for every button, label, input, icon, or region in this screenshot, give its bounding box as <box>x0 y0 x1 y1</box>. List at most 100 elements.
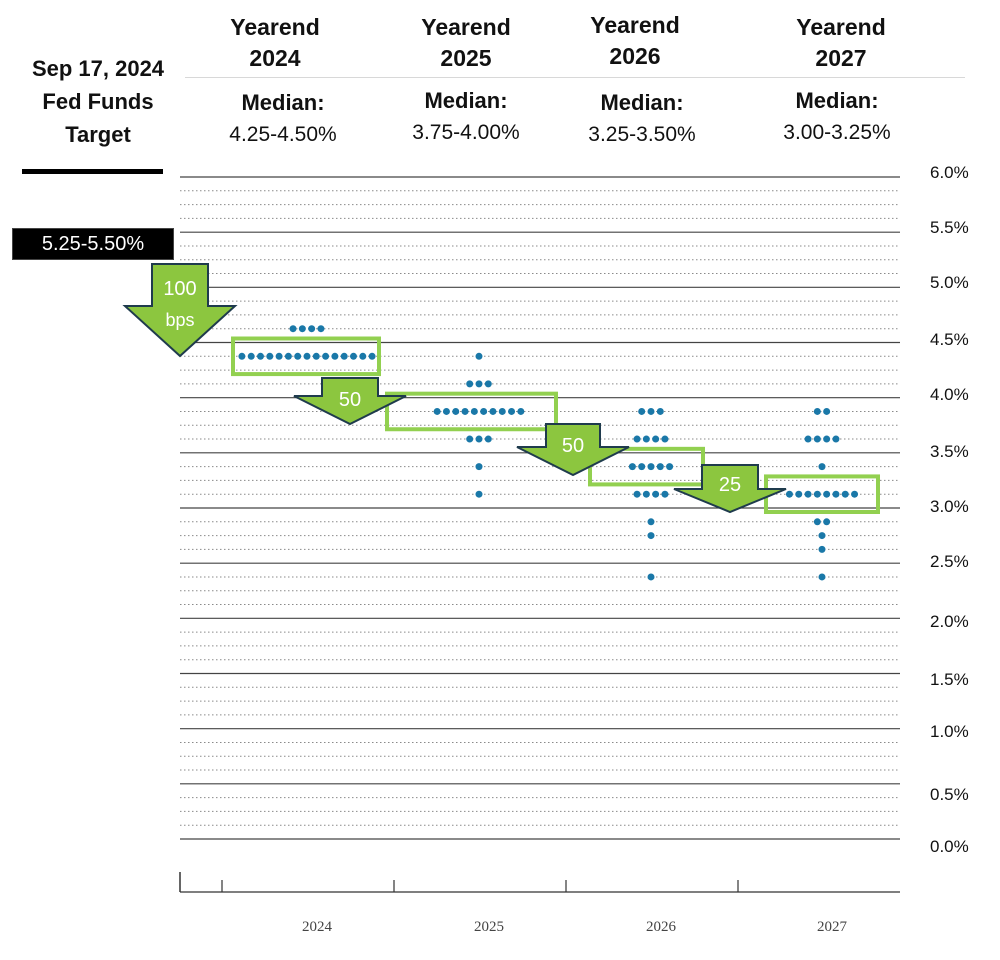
column-header-2026: Yearend 2026 <box>560 10 710 72</box>
dot-2025 <box>475 490 483 498</box>
arrow-100bps-label: 100 <box>163 278 196 300</box>
column-title-line1: Yearend <box>590 12 680 38</box>
left-header-date: Sep 17, 2024 <box>31 56 165 81</box>
column-title-line2: 2024 <box>249 45 301 71</box>
dot-2027 <box>813 518 821 526</box>
dot-2024 <box>275 352 283 360</box>
dot-2027 <box>851 490 859 498</box>
dot-2025 <box>508 407 516 415</box>
dot-2024 <box>247 352 255 360</box>
dot-2027 <box>818 573 826 581</box>
median-box-2025 <box>385 391 558 432</box>
dot-2025 <box>475 352 483 360</box>
dot-2026 <box>661 435 669 443</box>
dot-2025 <box>475 380 483 388</box>
dot-2025 <box>484 435 492 443</box>
y-tick-label: 5.0% <box>930 273 969 292</box>
arrow-100bps <box>122 263 238 358</box>
current-target-box: 5.25-5.50% <box>12 228 174 260</box>
dot-2026 <box>656 463 664 471</box>
dot-2026 <box>647 532 655 540</box>
arrow-25-2027 <box>673 464 787 514</box>
y-tick-label: 6.0% <box>930 163 969 182</box>
left-header-line3: Target <box>65 122 131 147</box>
dot-2024 <box>317 325 325 333</box>
median-value-2024: 4.25-4.50% <box>229 123 337 146</box>
dot-2026 <box>666 463 674 471</box>
dot-2025 <box>433 407 441 415</box>
y-tick-label: 4.0% <box>930 385 969 404</box>
dot-2026 <box>642 435 650 443</box>
dot-2027 <box>813 490 821 498</box>
arrow-50-2026-label: 50 <box>562 435 584 457</box>
arrow-50-2025-label: 50 <box>339 389 361 411</box>
dot-2024 <box>308 325 316 333</box>
y-tick-label: 3.0% <box>930 497 969 516</box>
dot-2026 <box>647 518 655 526</box>
arrow-25-2027-label: 25 <box>719 474 741 496</box>
y-tick-label: 0.0% <box>930 837 969 856</box>
column-title-line2: 2027 <box>815 45 867 71</box>
dot-2027 <box>785 490 793 498</box>
median-label-2027: Median: <box>795 88 879 113</box>
left-header: Sep 17, 2024 Fed Funds Target <box>18 52 178 151</box>
arrow-50-2025 <box>293 377 407 426</box>
dot-2026 <box>647 463 655 471</box>
dot-2024 <box>350 352 357 360</box>
x-tick-label: 2025 <box>474 919 504 935</box>
dot-2024 <box>284 352 292 360</box>
median-label-2025: Median: <box>424 88 508 113</box>
dot-2027 <box>823 407 831 415</box>
y-tick-label: 1.5% <box>930 670 969 689</box>
dot-2026 <box>656 407 664 415</box>
column-title-line1: Yearend <box>230 14 320 40</box>
column-header-2024: Yearend 2024 <box>200 12 350 74</box>
dot-2026 <box>652 435 660 443</box>
dot-2024 <box>294 352 302 360</box>
y-tick-label: 2.5% <box>930 552 969 571</box>
dot-2027 <box>832 435 840 443</box>
header-separator <box>185 77 965 78</box>
dot-2025 <box>452 407 460 415</box>
dot-2024 <box>359 352 367 360</box>
dot-2024 <box>368 352 376 360</box>
dot-2025 <box>484 380 492 388</box>
dot-2024 <box>238 352 246 360</box>
dot-2026 <box>633 490 641 498</box>
y-tick-label: 0.5% <box>930 785 969 804</box>
dot-2027 <box>832 490 840 498</box>
dot-2024 <box>331 352 339 360</box>
dot-2025 <box>470 407 478 415</box>
dot-2026 <box>647 407 655 415</box>
dot-2027 <box>823 518 831 526</box>
dot-2024 <box>298 325 306 333</box>
median-value-2027: 3.00-3.25% <box>783 121 891 144</box>
dot-2027 <box>813 407 821 415</box>
x-tick-label: 2026 <box>646 919 676 935</box>
dot-2027 <box>823 490 831 498</box>
dot-2026 <box>647 573 655 581</box>
left-header-line2: Fed Funds <box>42 89 154 114</box>
dot-2025 <box>475 463 483 471</box>
dot-2025 <box>466 435 474 443</box>
dot-2026 <box>638 407 646 415</box>
dot-2027 <box>818 545 826 553</box>
dot-2024 <box>257 352 264 360</box>
dot-2026 <box>628 463 636 471</box>
y-tick-label: 4.5% <box>930 330 969 349</box>
median-label-2026: Median: <box>600 90 684 115</box>
dot-2026 <box>652 490 660 498</box>
dot-2024 <box>322 352 330 360</box>
median-label-2024: Median: <box>241 90 325 115</box>
dot-2026 <box>642 490 650 498</box>
arrow-100bps-label: bps <box>165 310 194 330</box>
arrow-50-2026 <box>516 423 630 477</box>
column-title-line2: 2025 <box>440 45 492 71</box>
median-box-2024 <box>231 336 381 377</box>
y-tick-label: 5.5% <box>930 218 969 237</box>
dot-2025 <box>517 407 525 415</box>
median-value-2025: 3.75-4.00% <box>412 121 520 144</box>
dot-2027 <box>818 463 826 471</box>
dot-2026 <box>661 490 669 498</box>
